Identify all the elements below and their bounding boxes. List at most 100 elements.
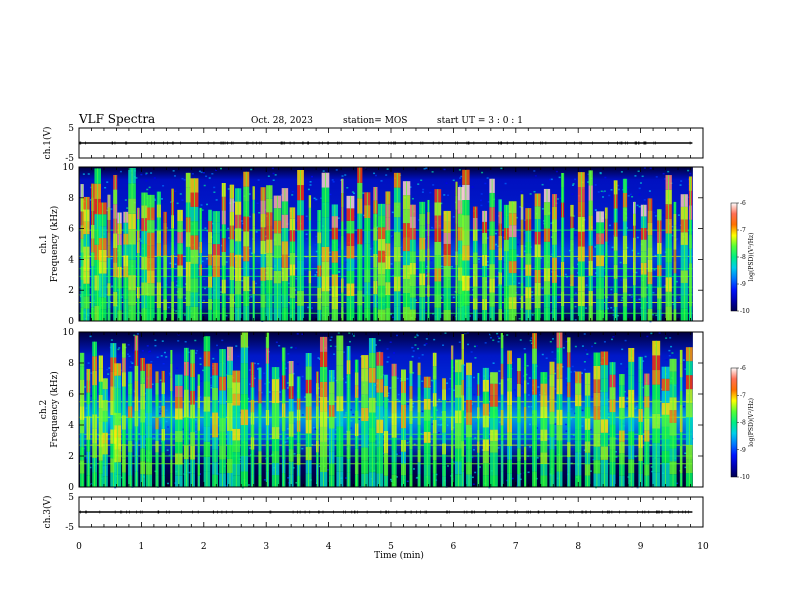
spectrogram-cell <box>227 227 230 230</box>
spectrogram-cell <box>205 265 208 267</box>
spectrogram-cell <box>496 332 499 335</box>
spectrogram-cell <box>194 430 197 433</box>
spectrogram-cell <box>430 226 433 229</box>
spectrogram-cell <box>527 394 530 396</box>
spectrogram-cell <box>201 266 204 268</box>
spectrogram-cell <box>241 486 244 489</box>
spectrogram-cell <box>583 361 586 363</box>
spectrogram-cell <box>415 333 418 336</box>
y-tick-label: 5 <box>68 493 74 503</box>
spectrogram-cell <box>472 483 475 485</box>
spectrogram-cell <box>396 377 399 380</box>
spectrogram-cell <box>636 204 639 207</box>
spectrogram-cell <box>89 335 92 338</box>
spectrogram-cell <box>160 410 163 412</box>
spectrogram-cell <box>550 311 553 313</box>
spectrogram-cell <box>519 206 522 208</box>
spectrogram-cell <box>528 446 531 448</box>
spectrogram-cell <box>612 336 615 338</box>
spectrogram-cell <box>518 282 521 285</box>
spectrogram-cell <box>257 268 260 271</box>
spectrogram-cell <box>271 167 274 170</box>
spectrogram-cell <box>195 350 198 352</box>
spectrogram-cell <box>350 427 353 429</box>
spectrogram-cell <box>201 209 204 211</box>
spectrogram-cell <box>432 184 435 186</box>
spectrogram-cell <box>497 335 500 338</box>
spectrogram-cell <box>439 418 442 421</box>
spectrogram-cell <box>520 383 523 386</box>
spectrogram-cell <box>154 339 157 342</box>
spectrogram-cell <box>422 188 425 191</box>
spectrogram-cell <box>255 282 258 285</box>
spectrogram-cell <box>249 383 252 385</box>
spectrogram-cell <box>329 193 332 196</box>
spectrogram-cell <box>201 260 204 263</box>
spectrogram-cell <box>108 367 111 369</box>
spectrogram-cell <box>263 442 266 445</box>
spectrogram-cell <box>550 236 553 238</box>
spectrogram-cell <box>494 232 497 235</box>
spectrogram-cell <box>398 452 401 454</box>
spectrogram-cell <box>247 484 250 486</box>
spectrogram-cell <box>159 379 162 382</box>
spectrogram-cell <box>422 431 425 434</box>
spectrogram-cell <box>333 353 336 356</box>
spectrogram-cell <box>435 409 438 411</box>
spectrogram-cell <box>452 216 455 218</box>
spectrogram-cell <box>390 235 393 237</box>
spectrogram-cell <box>529 193 532 195</box>
spectrogram-cell <box>533 170 536 172</box>
spectrogram-cell <box>425 167 428 169</box>
spectrogram-cell <box>165 420 168 423</box>
spectrogram-cell <box>581 425 584 427</box>
spectrogram-cell <box>557 296 560 298</box>
spectrogram-cell <box>255 231 258 233</box>
spectrogram-cell <box>648 190 651 192</box>
spectrogram-cell <box>162 362 165 365</box>
spectrogram-cell <box>611 246 614 249</box>
spectrogram-cell <box>663 300 666 302</box>
ch2-colorbar: -6 -7 -8 -9 -10 log(PSD)(V²/Hz) <box>730 365 755 481</box>
spectrogram-cell <box>191 173 194 175</box>
spectrogram-cell <box>160 355 163 357</box>
spectrogram-cell <box>643 199 646 201</box>
spectrogram-cell <box>409 186 412 188</box>
spectrogram-cell <box>519 339 522 341</box>
x-tick-label: 0 <box>76 542 82 552</box>
spectrogram-cell <box>227 297 230 300</box>
spectrogram-cell <box>638 298 641 301</box>
spectrogram-cell <box>304 269 307 271</box>
spectrogram-cell <box>447 194 450 197</box>
spectrogram-cell <box>173 252 176 255</box>
spectrogram-cell <box>625 405 628 407</box>
spectrogram-cell <box>389 358 392 360</box>
spectrogram-cell <box>606 307 609 310</box>
spectrogram-cell <box>330 336 333 338</box>
spectrogram-cell <box>357 418 360 421</box>
spectrogram-cell <box>352 192 355 195</box>
spectrogram-cell <box>498 382 501 385</box>
spectrogram-cell <box>554 388 557 390</box>
spectrogram-cell <box>600 190 603 193</box>
spectrogram-cell <box>574 319 577 321</box>
colorbar-tick-label: -10 <box>740 308 750 315</box>
spectrogram-cell <box>391 211 394 214</box>
spectrogram-cell <box>145 180 148 182</box>
spectrogram-cell <box>599 171 602 174</box>
spectrogram-cell <box>315 271 318 273</box>
spectrogram-cell <box>650 466 653 468</box>
spectrogram-cell <box>215 169 218 171</box>
spectrogram-cell <box>396 334 399 337</box>
spectrogram-cell <box>415 230 418 232</box>
spectrogram-cell <box>181 177 184 180</box>
spectrogram-cell <box>504 182 507 185</box>
spectrogram-cell <box>205 175 208 178</box>
spectrogram-cell <box>609 292 612 294</box>
x-tick-label: 8 <box>575 542 581 552</box>
spectrogram-cell <box>342 351 345 353</box>
spectrogram-cell <box>258 212 261 214</box>
ch1-waveform-panel: 5 -5 ch.1(V) <box>42 124 704 164</box>
spectrogram-cell <box>311 307 314 309</box>
spectrogram-cell <box>423 168 426 170</box>
